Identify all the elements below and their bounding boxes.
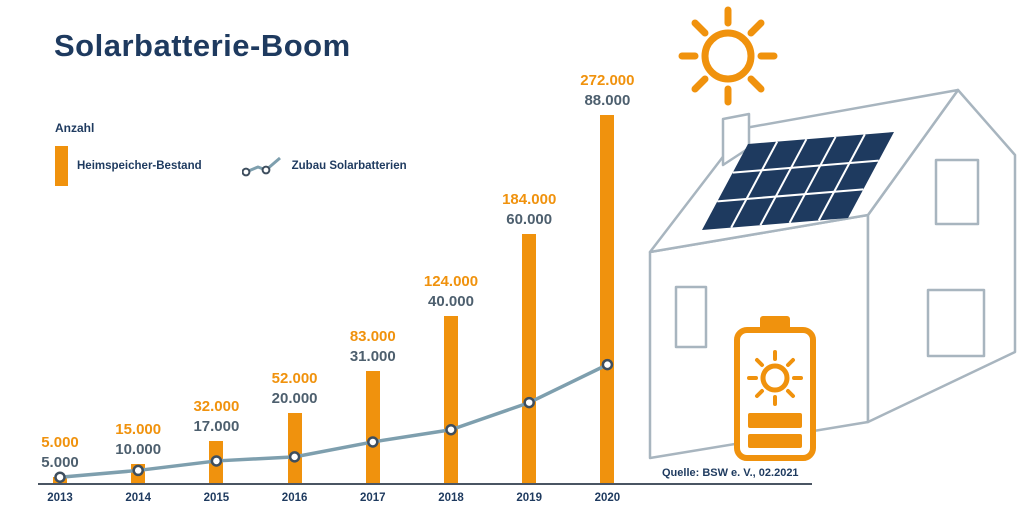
bar-2019 bbox=[522, 234, 537, 484]
legend: Heimspeicher-Bestand Zubau Solarbatterie… bbox=[55, 145, 407, 187]
line-value-label: 17.000 bbox=[193, 417, 240, 435]
line-value-label: 40.000 bbox=[428, 292, 474, 310]
bar-2015 bbox=[209, 440, 224, 484]
solar-panel bbox=[702, 132, 894, 230]
sun-icon bbox=[678, 6, 778, 106]
x-axis-label: 2018 bbox=[438, 492, 464, 504]
x-axis-label: 2020 bbox=[594, 492, 621, 504]
solar-battery-icon bbox=[734, 316, 816, 461]
x-axis-label: 2016 bbox=[281, 492, 308, 504]
line-value-label: 31.000 bbox=[349, 348, 396, 366]
line-value-label: 20.000 bbox=[271, 390, 318, 408]
house-with-solar-panel bbox=[648, 88, 1017, 460]
legend-line-label: Zubau Solarbatterien bbox=[291, 160, 407, 172]
x-axis-label: 2017 bbox=[360, 492, 386, 504]
bar-value-label: 184.000 bbox=[502, 191, 557, 209]
bar-2016 bbox=[287, 413, 302, 484]
x-axis-label: 2014 bbox=[125, 492, 151, 504]
bar-value-label: 83.000 bbox=[349, 328, 396, 346]
line-value-label: 10.000 bbox=[115, 440, 162, 458]
line-value-label: 88.000 bbox=[584, 92, 631, 109]
bar-value-label: 52.000 bbox=[271, 370, 318, 388]
bar-2018 bbox=[444, 315, 458, 484]
page-title: Solarbatterie-Boom bbox=[54, 28, 351, 63]
legend-bar-label: Heimspeicher-Bestand bbox=[77, 160, 202, 172]
bar-swatch-icon bbox=[55, 146, 68, 186]
x-axis-label: 2019 bbox=[516, 492, 542, 504]
source-note: Quelle: BSW e. V., 02.2021 bbox=[662, 467, 799, 479]
bar-value-label: 124.000 bbox=[423, 272, 479, 290]
legend-axis-label: Anzahl bbox=[55, 121, 95, 135]
x-axis-line bbox=[38, 483, 812, 485]
x-axis-label: 2015 bbox=[203, 492, 230, 504]
bar-2017 bbox=[365, 371, 380, 484]
bar-2020 bbox=[600, 115, 615, 484]
bar-2014 bbox=[131, 463, 146, 484]
line-value-label: 60.000 bbox=[506, 211, 553, 229]
x-axis-label: 2013 bbox=[47, 492, 73, 504]
bar-value-label: 272.000 bbox=[580, 72, 635, 89]
line-swatch-icon bbox=[241, 156, 281, 177]
